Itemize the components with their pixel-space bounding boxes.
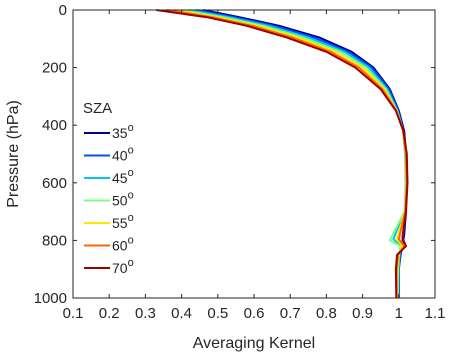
legend-value: 35	[112, 125, 128, 141]
y-tick-label: 1000	[34, 290, 67, 307]
degree-superscript: o	[128, 212, 134, 224]
legend-value: 55	[112, 215, 128, 231]
x-tick-label: 0.4	[171, 305, 192, 322]
series-line-sza-70	[156, 9, 409, 299]
y-axis-label: Pressure (hPa)	[5, 100, 22, 208]
legend-label-sza-50: 50o	[112, 190, 134, 209]
degree-superscript: o	[128, 145, 134, 157]
y-tick-label: 200	[42, 60, 67, 77]
degree-superscript: o	[128, 122, 134, 134]
y-tick-label: 600	[42, 175, 67, 192]
series-lines-group	[156, 9, 409, 299]
y-tick-label: 0	[59, 2, 67, 19]
legend-label-sza-40: 40o	[112, 145, 134, 164]
x-tick-label: 0.2	[99, 305, 120, 322]
legend-label-sza-70: 70o	[112, 257, 134, 276]
y-axis-ticks: 0 200 400 600 800 1000	[34, 2, 435, 307]
y-tick-label: 800	[42, 232, 67, 249]
x-tick-label: 0.1	[63, 305, 84, 322]
x-tick-label: 0.9	[352, 305, 373, 322]
x-tick-label: 0.8	[316, 305, 337, 322]
degree-superscript: o	[128, 235, 134, 247]
legend-value: 45	[112, 170, 128, 186]
x-tick-label: 0.5	[207, 305, 228, 322]
x-axis-ticks: 0.1 0.2 0.3 0.4 0.5 0.6 0.7 0.8 0.9 1 1.1	[63, 10, 446, 322]
legend-title: SZA	[83, 100, 112, 117]
x-axis-label: Averaging Kernel	[193, 335, 315, 352]
legend-value: 40	[112, 148, 128, 164]
legend-label-sza-35: 35o	[112, 122, 134, 141]
legend-value: 60	[112, 238, 128, 254]
degree-superscript: o	[128, 167, 134, 179]
degree-superscript: o	[128, 257, 134, 269]
x-tick-label: 0.7	[280, 305, 301, 322]
degree-superscript: o	[128, 190, 134, 202]
legend-label-sza-60: 60o	[112, 235, 134, 254]
x-tick-label: 1.1	[425, 305, 446, 322]
x-tick-label: 0.3	[135, 305, 156, 322]
legend-value: 70	[112, 260, 128, 276]
legend-value: 50	[112, 193, 128, 209]
legend-label-sza-55: 55o	[112, 212, 134, 231]
x-tick-label: 0.6	[244, 305, 265, 322]
x-tick-label: 1	[395, 305, 403, 322]
y-tick-label: 400	[42, 117, 67, 134]
legend-label-sza-45: 45o	[112, 167, 134, 186]
